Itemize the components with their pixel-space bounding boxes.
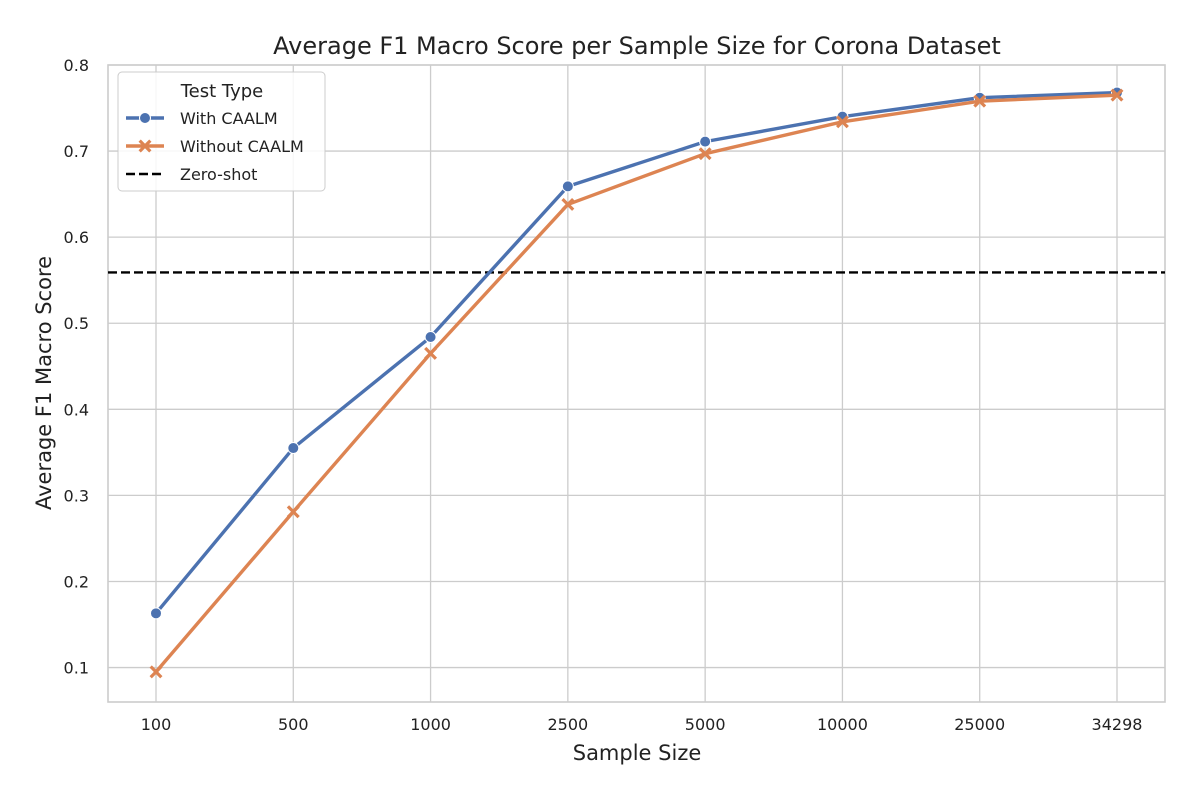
y-axis-ticks: 0.1 0.2 0.3 0.4 0.5 0.6 0.7 0.8	[64, 56, 89, 678]
series-1	[149, 88, 1124, 679]
series-line	[154, 90, 1118, 615]
y-tick-label: 0.3	[64, 486, 89, 505]
legend-item: Without CAALM	[126, 137, 304, 156]
x-tick-label: 5000	[685, 715, 726, 734]
legend-label: Without CAALM	[180, 137, 304, 156]
y-tick-label: 0.8	[64, 56, 89, 75]
y-axis-label: Average F1 Macro Score	[32, 256, 56, 510]
chart-title: Average F1 Macro Score per Sample Size f…	[273, 32, 1001, 60]
data-point	[150, 607, 162, 620]
data-point	[699, 135, 712, 148]
y-tick-label: 0.7	[64, 142, 89, 161]
data-point	[287, 442, 300, 455]
legend-label: With CAALM	[180, 109, 278, 128]
data-point	[835, 115, 849, 129]
plot-frame	[107, 64, 1166, 703]
series-layer	[149, 86, 1124, 679]
legend-items: With CAALM Without CAALM Zero-shot	[126, 109, 304, 184]
x-tick-label: 34298	[1092, 715, 1143, 734]
x-tick-label: 1000	[410, 715, 451, 734]
x-axis-label: Sample Size	[573, 741, 702, 765]
data-point	[698, 147, 712, 161]
x-tick-label: 2500	[547, 715, 588, 734]
series-line	[154, 93, 1118, 673]
legend-item: Zero-shot	[126, 165, 257, 184]
data-point	[561, 197, 575, 211]
legend-marker	[139, 112, 151, 124]
y-tick-label: 0.6	[64, 228, 89, 247]
legend-marker	[138, 139, 152, 153]
y-tick-label: 0.5	[64, 314, 89, 333]
legend-box	[117, 71, 326, 192]
legend-title: Test Type	[180, 81, 264, 102]
data-point	[973, 94, 987, 108]
x-tick-label: 500	[278, 715, 309, 734]
y-tick-label: 0.4	[64, 400, 89, 419]
data-point	[561, 180, 574, 193]
x-axis-ticks: 100 500 1000 2500 5000 10000 25000 34298	[141, 715, 1143, 734]
data-point	[1110, 88, 1124, 102]
legend-item: With CAALM	[126, 109, 278, 128]
grid	[108, 64, 1165, 702]
data-point	[424, 346, 438, 360]
x-tick-label: 100	[141, 715, 172, 734]
y-tick-label: 0.2	[64, 572, 89, 591]
data-point	[286, 505, 300, 519]
x-tick-label: 10000	[817, 715, 868, 734]
data-point	[424, 331, 437, 344]
data-point	[149, 665, 163, 679]
x-tick-label: 25000	[954, 715, 1005, 734]
legend-label: Zero-shot	[180, 165, 257, 184]
y-tick-label: 0.1	[64, 659, 89, 678]
legend: Test Type With CAALM Without CAALM Zero-sh…	[117, 71, 326, 192]
